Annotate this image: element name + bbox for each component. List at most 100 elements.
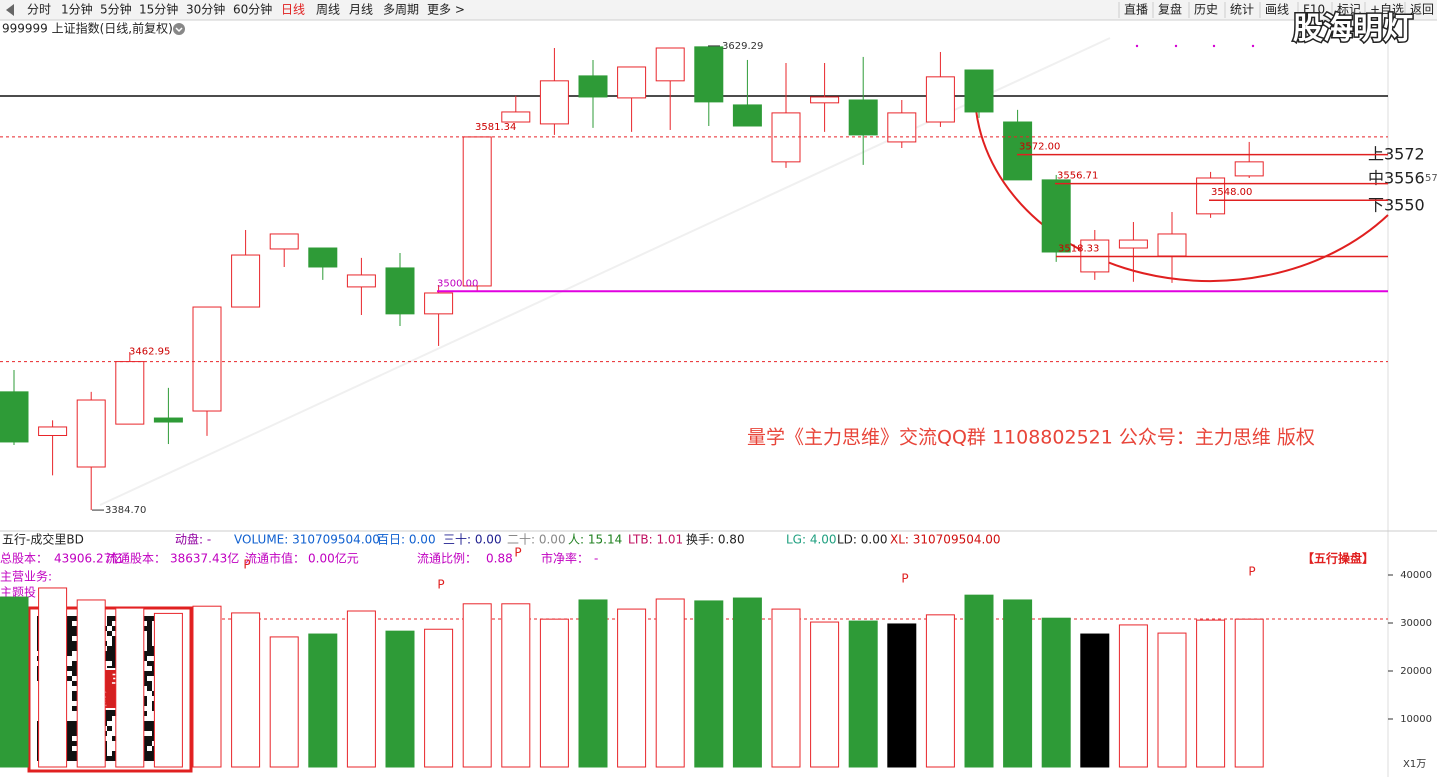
qr-cell	[112, 626, 117, 631]
toolbar-tab[interactable]: 60分钟	[233, 2, 272, 17]
toolbar-button[interactable]: 直播	[1124, 3, 1148, 17]
qr-cell	[147, 636, 152, 641]
toolbar-button[interactable]: 历史	[1194, 3, 1218, 17]
volume-bar	[1118, 624, 1148, 768]
toolbar-tab[interactable]: 日线	[281, 3, 305, 17]
toolbar-tab[interactable]: 更多 >	[427, 3, 465, 17]
banner: 量学《主力思维》交流QQ群 1108802521 公众号：主力思维 版权	[747, 427, 1315, 449]
volume-bar	[1196, 619, 1226, 768]
back-icon[interactable]	[6, 4, 14, 16]
info-item: 总股本：	[0, 552, 48, 566]
qr-cell	[72, 631, 77, 636]
qr-cell	[67, 731, 72, 736]
candle-body	[385, 267, 415, 315]
candle-body	[1118, 239, 1148, 249]
qr-cell	[112, 656, 117, 661]
volume-bar	[1003, 599, 1033, 768]
toolbar-tab[interactable]: 5分钟	[100, 2, 132, 17]
candle-body	[848, 99, 878, 136]
qr-cell	[72, 616, 77, 621]
toolbar-tab[interactable]: 月线	[349, 3, 373, 17]
candle-body	[231, 254, 261, 308]
info-item: -	[594, 552, 598, 566]
qr-cell	[72, 646, 77, 651]
toolbar-tab[interactable]: 1分钟	[61, 2, 93, 17]
side-label: 中3556	[1368, 169, 1425, 188]
dots	[1135, 44, 1255, 48]
toolbar-tab[interactable]: 分时	[27, 3, 51, 17]
toolbar-tab[interactable]: 15分钟	[139, 2, 178, 17]
volume-bar	[694, 600, 724, 768]
qr-cell	[142, 701, 147, 706]
volume-bar	[385, 630, 415, 768]
indicator-item: 百日: 0.00	[377, 533, 436, 547]
qr-cell	[147, 616, 152, 621]
qr-cell	[112, 651, 117, 656]
qr-cell	[142, 746, 147, 751]
qr-cell	[112, 751, 117, 756]
qr-cell	[112, 641, 117, 646]
volume-marker: P	[901, 572, 908, 586]
qr-cell	[147, 751, 152, 756]
candle-body	[501, 111, 531, 123]
header-dropdown[interactable]	[173, 23, 185, 35]
qr-cell	[67, 641, 72, 646]
qr-cell	[67, 616, 72, 621]
qr-cell	[112, 636, 117, 641]
dropdown-chevron	[175, 27, 183, 33]
qr-cell	[72, 751, 77, 756]
candle-body	[810, 96, 840, 104]
qr-cell	[67, 746, 72, 751]
volume-bar	[578, 599, 608, 768]
qr-cell	[112, 616, 117, 621]
toolbar-button[interactable]: +自选	[1370, 3, 1404, 17]
toolbar	[0, 0, 1437, 20]
qr-cell	[67, 751, 72, 756]
volume-bar	[1080, 633, 1110, 768]
toolbar-tab[interactable]: 30分钟	[186, 2, 225, 17]
toolbar-button[interactable]: 画线	[1265, 3, 1289, 17]
info-item: 市净率：	[541, 551, 589, 566]
info-item: 流通市值：	[245, 551, 305, 566]
business: 主营业务:	[0, 569, 52, 584]
indicator-item: LG: 4.00	[786, 533, 837, 547]
red-level-label: 3548.00	[1211, 187, 1252, 198]
qr-cell	[67, 621, 72, 626]
toolbar-button[interactable]: 标记	[1337, 3, 1361, 17]
candle-body	[694, 46, 724, 103]
volume-bar	[269, 636, 299, 768]
qr-cell	[147, 741, 152, 746]
volume-bar	[810, 621, 840, 768]
volume-bar	[346, 610, 376, 768]
qr-cell	[72, 681, 77, 686]
qr-cell	[142, 651, 147, 656]
qr-cell	[67, 721, 72, 726]
qr-cell	[147, 651, 152, 656]
info-item: 43906.27亿	[54, 551, 123, 566]
qr-cell	[142, 751, 147, 756]
toolbar-button[interactable]: 统计	[1230, 3, 1254, 17]
volume-unit: X1万	[1403, 759, 1426, 770]
dot	[1135, 44, 1139, 48]
qr-cell	[142, 726, 147, 731]
toolbar-button[interactable]: 返回	[1410, 3, 1434, 17]
clipped-label: 57	[1425, 173, 1437, 184]
volume-bar	[308, 633, 338, 768]
arc	[973, 84, 1389, 283]
toolbar-button[interactable]: F10	[1303, 3, 1325, 17]
watermark: 股海明灯	[1293, 12, 1413, 47]
volume-bar	[0, 596, 29, 768]
volume-bar	[424, 628, 454, 768]
candle-body	[38, 426, 68, 436]
toolbar-tab[interactable]: 周线	[316, 3, 340, 17]
candle-body	[887, 112, 917, 143]
red-level-label: 3572.00	[1019, 142, 1060, 153]
toolbar-button[interactable]: 复盘	[1158, 2, 1182, 17]
toolbar-tab[interactable]: 多周期	[383, 3, 419, 17]
indicator-item: 五行-成交里BD	[2, 532, 84, 547]
qr-cell	[107, 756, 112, 761]
qr-cell	[72, 661, 77, 666]
qr-cell	[107, 651, 112, 656]
dot	[1174, 44, 1178, 48]
volume-bar	[115, 607, 145, 768]
